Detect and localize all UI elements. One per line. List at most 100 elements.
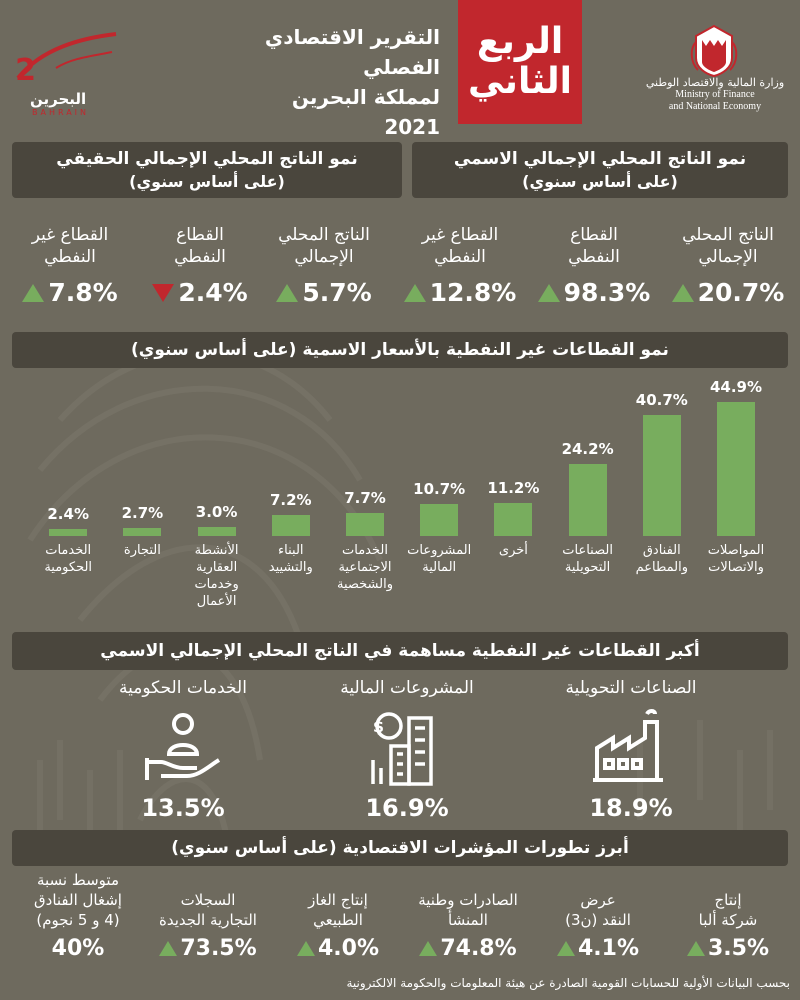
bar-category-label-line: والشخصية — [336, 577, 393, 592]
contribution-title: أكبر القطاعات غير النفطية مساهمة في النا… — [100, 641, 700, 661]
up-arrow-icon — [296, 941, 315, 956]
bar-category-label-line: التحويلية — [564, 560, 611, 575]
report-title-block: التقرير الاقتصادي الفصلي لمملكة البحرين … — [200, 22, 440, 142]
metric-label: القطاع غير — [421, 225, 499, 245]
up-arrow-icon — [686, 941, 705, 956]
bar — [49, 528, 88, 536]
indicator-label-line: التجارية الجديدة — [159, 911, 257, 929]
indicator-value-row: 3.5% — [664, 936, 792, 961]
indicator-item: الصادرات وطنية المنشأ 74.8% — [404, 870, 532, 961]
bar-category-label-line: الفنادق — [642, 543, 681, 558]
bar — [494, 502, 533, 536]
indicator-label: عرض النقد (ن3) — [534, 870, 662, 930]
real-gdp-nonoil-metric: القطاع غير النفطي 7.8% — [10, 224, 130, 307]
bar-value-label: 40.7% — [635, 390, 688, 409]
indicator-value-row: 74.8% — [404, 936, 532, 961]
real-gdp-total-metric: الناتج المحلي الإجمالي 5.7% — [264, 224, 384, 307]
ministry-logo: وزارة المالية والاقتصاد الوطني Ministry … — [640, 16, 790, 126]
bar-value-label: 3.0% — [195, 503, 238, 522]
bar-category-label-line: الخدمات — [342, 543, 388, 558]
real-gdp-oil-metric: القطاع النفطي 2.4% — [140, 224, 260, 307]
indicator-label: متوسط نسبة إشغال الفنادق (4 و 5 نجوم) — [14, 870, 142, 930]
indicator-label-line: الصادرات وطنية — [418, 891, 518, 909]
indicator-label: إنتاج شركة ألبا — [664, 870, 792, 930]
bar-category-label-line: الحكومية — [44, 560, 93, 575]
bar-category-label-line: الأعمال — [196, 594, 237, 609]
up-arrow-icon — [537, 283, 560, 302]
metric-label: الناتج المحلي — [278, 225, 370, 245]
contribution-name: الخدمات الحكومية — [119, 678, 247, 698]
up-arrow-icon — [22, 283, 45, 302]
bar-category-label: المواصلات والاتصالات — [694, 542, 778, 576]
indicator-label-line: الطبيعي — [313, 911, 363, 929]
indicator-value: 4.1% — [577, 936, 639, 961]
contribution-header: أكبر القطاعات غير النفطية مساهمة في النا… — [12, 632, 788, 670]
indicator-label: السجلات التجارية الجديدة — [144, 870, 272, 930]
metric-label: القطاع — [176, 225, 224, 245]
metric-label: الإجمالي — [294, 247, 354, 267]
indicators-header: أبرز تطورات المؤشرات الاقتصادية (على أسا… — [12, 830, 788, 866]
bar-category-label: أخرى — [471, 542, 555, 559]
bar-category-label-line: البناء — [278, 543, 304, 558]
bar-category-label-line: والاتصالات — [708, 560, 764, 575]
indicator-label-line: (4 و 5 نجوم) — [36, 911, 120, 929]
nominal-gdp-oil-metric: القطاع النفطي 98.3% — [534, 224, 654, 307]
metric-value: 98.3% — [563, 278, 651, 307]
nominal-gdp-title: نمو الناتج المحلي الإجمالي الاسمي — [453, 149, 747, 169]
bar-category-label-line: الصناعات — [562, 543, 613, 558]
svg-text:2: 2 — [15, 53, 36, 88]
indicator-label-line: المنشأ — [448, 911, 488, 929]
real-gdp-header: نمو الناتج المحلي الإجمالي الحقيقي (على … — [12, 142, 402, 198]
bar-category-label-line: أخرى — [498, 543, 528, 558]
indicator-value: 40% — [51, 936, 105, 961]
nominal-gdp-subtitle: (على أساس سنوي) — [522, 172, 678, 191]
source-note: بحسب البيانات الأولية للحسابات القومية ا… — [346, 976, 790, 990]
indicator-value: 3.5% — [707, 936, 769, 961]
svg-text:$: $ — [373, 717, 384, 736]
up-arrow-icon — [419, 941, 438, 956]
indicator-label: إنتاج الغاز الطبيعي — [274, 870, 402, 930]
down-arrow-icon — [152, 283, 175, 302]
indicator-item: السجلات التجارية الجديدة 73.5% — [144, 870, 272, 961]
metric-label: النفطي — [174, 247, 226, 267]
bar-category-label: التجارة — [100, 542, 184, 559]
bar-value-label: 7.2% — [269, 490, 312, 509]
nominal-gdp-nonoil-metric: القطاع غير النفطي 12.8% — [400, 224, 520, 307]
indicator-item: إنتاج شركة ألبا 3.5% — [664, 870, 792, 961]
metric-value: 20.7% — [697, 278, 785, 307]
bar-category-label: المشروعات المالية — [397, 542, 481, 576]
logo-sub-text: BAHRAIN — [32, 108, 90, 117]
indicator-item: عرض النقد (ن3) 4.1% — [534, 870, 662, 961]
report-title-line1: التقرير الاقتصادي الفصلي — [264, 25, 440, 79]
metric-value: 12.8% — [429, 278, 517, 307]
bar-value-label: 24.2% — [561, 439, 614, 458]
indicator-value-row: 4.1% — [534, 936, 662, 961]
bahrain-brand-logo: 2 البحرين BAHRAIN — [12, 28, 122, 120]
indicator-label: الصادرات وطنية المنشأ — [404, 870, 532, 930]
metric-label: الإجمالي — [698, 247, 758, 267]
bar-value-label: 7.7% — [344, 489, 386, 508]
indicator-label-line: شركة ألبا — [698, 911, 758, 929]
metric-value: 7.8% — [48, 278, 118, 307]
sectors-chart-header: نمو القطاعات غير النفطية بالأسعار الاسمي… — [12, 332, 788, 368]
bar-value-label: 2.7% — [121, 503, 164, 522]
bar-category-label-line: الأنشطة — [194, 543, 239, 558]
bar-category-label: الخدمات الحكومية — [26, 542, 110, 576]
bar-category-label: الخدمات الاجتماعية والشخصية — [323, 542, 407, 593]
indicator-item: إنتاج الغاز الطبيعي 4.0% — [274, 870, 402, 961]
bar — [642, 414, 681, 536]
bar-category-label: الفنادق والمطاعم — [620, 542, 704, 576]
indicator-value-row: 4.0% — [274, 936, 402, 961]
indicator-label-line: إنتاج — [714, 891, 742, 909]
finance-buildings-icon: $ — [371, 712, 433, 786]
quarter-line2: الثاني — [468, 61, 573, 102]
indicator-label-line: إنتاج الغاز — [308, 891, 368, 909]
contribution-value: 16.9% — [365, 794, 449, 822]
contribution-name: المشروعات المالية — [340, 678, 474, 698]
contribution-item-government: الخدمات الحكومية 13.5% — [98, 676, 268, 822]
indicator-item: متوسط نسبة إشغال الفنادق (4 و 5 نجوم) 40% — [14, 870, 142, 961]
indicator-label-line: عرض — [580, 891, 616, 909]
bar — [717, 402, 755, 536]
indicator-value: 74.8% — [440, 936, 517, 961]
bar-category-label: الأنشطة العقارية وخدمات الأعمال — [175, 542, 259, 610]
